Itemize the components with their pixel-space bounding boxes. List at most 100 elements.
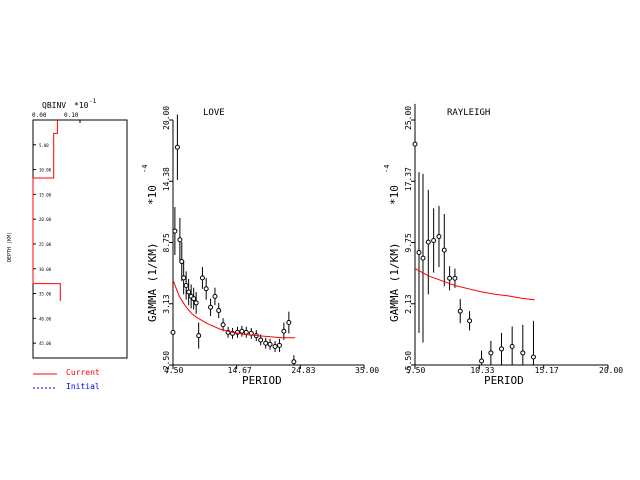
rayleigh-y-axis-label: GAMMA (1/KM) [388,243,401,322]
rayleigh-data-point [425,239,431,245]
rayleigh-y-tick-label: 9.75 [404,233,413,252]
legend-current-label: Current [66,368,100,377]
love-data-point [239,328,245,334]
love-data-point [174,144,180,150]
love-y-axis-label: GAMMA (1/KM) [146,243,159,322]
rayleigh-x-tick-label: 20.00 [599,366,623,375]
rayleigh-data-point [447,275,453,281]
love-y-tick-label: -2.50 [162,351,171,375]
love-observed-points [170,114,297,365]
qbinv-depth-tick-label: 45.00 [39,341,52,346]
rayleigh-data-point [420,255,426,261]
love-data-point [177,237,183,243]
love-predicted-curve [172,279,296,339]
love-ticks: 4.50 14.67 24.83 35.00 -2.50 3.13 8.75 14.38 20.… [162,106,379,375]
rayleigh-data-point [431,237,437,243]
rayleigh-data-point [530,354,536,360]
rayleigh-x-axis-label: PERIOD [484,374,524,387]
love-data-point [191,296,197,302]
love-x-tick-label: 4.50 [164,366,183,375]
love-x-tick-label: 14.67 [228,366,252,375]
qbinv-depth-tick-label: 10.00 [39,168,52,173]
love-data-point [212,293,218,299]
love-y-scale-label: *10 [146,185,159,205]
love-data-point [291,359,297,365]
love-data-point [170,329,176,335]
qbinv-depth-axis-label: DEPTH (KM) [7,232,13,262]
love-data-point [203,286,209,292]
rayleigh-data-point [416,250,422,256]
qbinv-depth-tick-label: 35.00 [39,292,52,297]
love-data-point [216,308,222,314]
love-data-point [193,300,199,306]
qbinv-scale-label: *10 [74,101,89,110]
legend-initial-label: Initial [66,382,100,391]
love-y-tick-label: 3.13 [162,294,171,313]
love-y-scale-exponent: -4 [141,165,149,173]
love-data-point [196,333,202,339]
love-x-tick-label: 35.00 [355,366,379,375]
qbinv-panel: QBINV *10 -1 0.00 0.10 DEPTH (KM) 5.00 10… [7,98,128,391]
rayleigh-predicted-curve [414,268,535,301]
rayleigh-title: RAYLEIGH [447,108,490,118]
rayleigh-data-point [509,344,515,350]
rayleigh-data-point [441,247,447,253]
rayleigh-data-point [412,141,418,147]
qbinv-depth-tick-label: 30.00 [39,267,52,272]
love-data-point [186,289,192,295]
love-data-point [258,337,264,343]
qbinv-depth-tick-label: 25.00 [39,242,52,247]
rayleigh-x-tick-label: 5.50 [406,366,425,375]
rayleigh-data-point [436,233,442,239]
love-y-tick-label: 20.00 [162,106,171,130]
rayleigh-y-tick-label: 2.13 [404,294,413,313]
love-y-tick-label: 14.38 [162,167,171,191]
love-y-tick-label: 8.75 [162,233,171,252]
love-data-point [276,342,282,348]
rayleigh-observed-points [412,103,536,365]
love-data-point [281,328,287,334]
qbinv-depth-ticks: 5.00 10.00 15.00 20.00 25.00 30.00 35.00 40.00 4… [32,120,81,346]
rayleigh-data-point [479,358,485,364]
rayleigh-data-point [488,350,494,356]
rayleigh-data-point [452,275,458,281]
qbinv-title: QBINV [42,101,66,110]
rayleigh-data-point [467,318,473,324]
love-data-point [181,275,187,281]
rayleigh-ticks: 5.50 10.33 15.17 20.00 -5.50 2.13 9.75 17.37 25.… [404,106,623,375]
love-data-point [199,275,205,281]
love-x-axis-label: PERIOD [242,374,282,387]
qbinv-scale-exponent: -1 [89,98,97,105]
love-x-tick-label: 24.83 [291,366,315,375]
love-data-point [263,340,269,346]
rayleigh-data-point [520,350,526,356]
rayleigh-y-tick-label: -5.50 [404,351,413,375]
qbinv-xtick-label: 0.00 [32,112,47,119]
love-data-point [208,304,214,310]
love-data-point [172,228,178,234]
love-data-point [183,283,189,289]
rayleigh-y-tick-label: 17.37 [404,167,413,191]
love-panel: LOVE 4.50 14.67 24.83 35.00 -2.50 3.13 8.75 14.… [141,106,379,387]
qbinv-xtick-label: 0.10 [64,112,79,119]
qbinv-current-profile [32,120,61,301]
qbinv-depth-tick-label: 5.00 [39,143,49,148]
rayleigh-data-point [457,308,463,314]
rayleigh-y-tick-label: 25.00 [404,106,413,130]
rayleigh-panel: RAYLEIGH 5.50 10.33 15.17 20.00 -5.50 2.13 9.7… [383,103,623,387]
rayleigh-x-tick-label: 15.17 [535,366,559,375]
rayleigh-y-scale-exponent: -4 [383,165,391,173]
love-data-point [272,343,278,349]
rayleigh-x-tick-label: 10.33 [470,366,494,375]
qbinv-depth-tick-label: 40.00 [39,316,52,321]
rayleigh-y-scale-label: *10 [388,185,401,205]
qbinv-depth-tick-label: 15.00 [39,192,52,197]
love-data-point [286,320,292,326]
love-data-point [243,329,249,335]
love-data-point [220,322,226,328]
love-data-point [267,341,273,347]
love-title: LOVE [203,108,225,118]
qbinv-frame [32,119,128,359]
rayleigh-data-point [499,346,505,352]
